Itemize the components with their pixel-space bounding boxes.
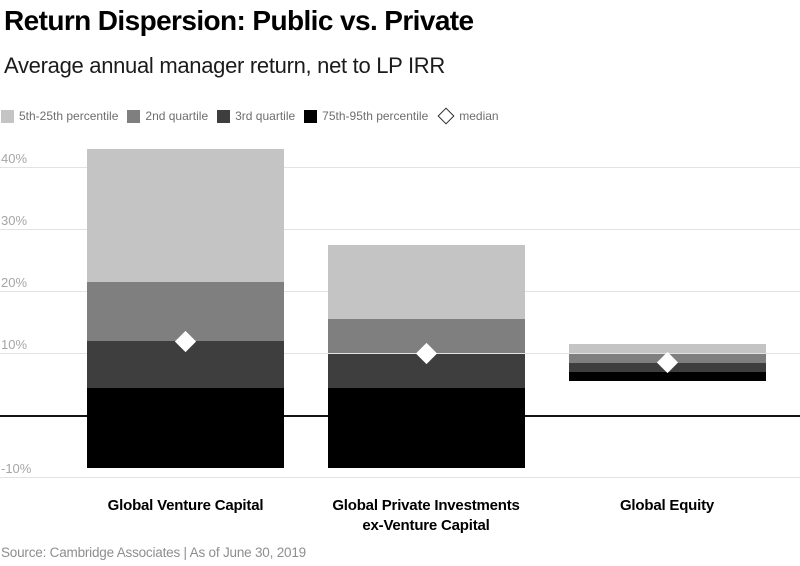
page-title: Return Dispersion: Public vs. Private — [4, 5, 474, 36]
bar-segment-p5-p25 — [327, 245, 525, 320]
chart-legend: 5th-25th percentile 2nd quartile 3rd qua… — [1, 107, 499, 125]
gridline--10 — [0, 477, 800, 478]
category-label-line: Global Venture Capital — [107, 497, 264, 514]
legend-swatch-3rd-quartile-icon — [217, 109, 231, 123]
category-label: Global Private Investments ex-Venture Cap… — [296, 496, 556, 536]
legend-swatch-2nd-quartile-icon — [127, 109, 141, 123]
category-label: Global Venture Capital — [56, 496, 316, 516]
bar-segment-p5-p25 — [568, 344, 766, 354]
y-tick-label: 30% — [1, 212, 28, 228]
category-label-line: Global Private Investments — [332, 497, 520, 514]
chart-subtitle: Average annual manager return, net to LP… — [4, 53, 445, 78]
legend-label: 75th-95th percentile — [322, 109, 429, 123]
y-tick-label: 20% — [1, 274, 28, 290]
bar-segment-p75-p95 — [87, 387, 284, 469]
legend-item-median: median — [437, 107, 499, 125]
legend-item-3rd-quartile: 3rd quartile — [217, 109, 295, 123]
source-note: Source: Cambridge Associates | As of Jun… — [1, 545, 306, 560]
gridline-40 — [0, 167, 800, 168]
legend-label: 2nd quartile — [145, 109, 209, 123]
bar-segment-p75-p95 — [327, 387, 525, 469]
legend-swatch-75th-95th-icon — [304, 109, 318, 123]
bar-segment-p5-p25 — [87, 148, 284, 283]
y-tick-label: -10% — [1, 460, 32, 476]
legend-label: 5th-25th percentile — [19, 109, 119, 123]
legend-item-75th-95th-percentile: 75th-95th percentile — [304, 109, 428, 123]
legend-label: 3rd quartile — [235, 109, 296, 123]
bar-segment-p75-p95 — [568, 372, 766, 382]
legend-item-2nd-quartile: 2nd quartile — [127, 109, 208, 123]
category-label-line: ex-Venture Capital — [362, 517, 490, 534]
category-label: Global Equity — [537, 496, 797, 516]
gridline-30 — [0, 229, 800, 230]
legend-label: median — [459, 109, 499, 123]
y-tick-label: 10% — [1, 336, 28, 352]
median-diamond-icon — [437, 107, 455, 125]
y-tick-label: 40% — [1, 150, 28, 166]
legend-swatch-5th-25th-icon — [1, 109, 14, 123]
category-label-line: Global Equity — [619, 497, 715, 514]
plot-area: 40% 30% 20% 10% -10% — [0, 145, 800, 478]
legend-item-5th-25th-percentile: 5th-25th percentile — [1, 109, 118, 123]
